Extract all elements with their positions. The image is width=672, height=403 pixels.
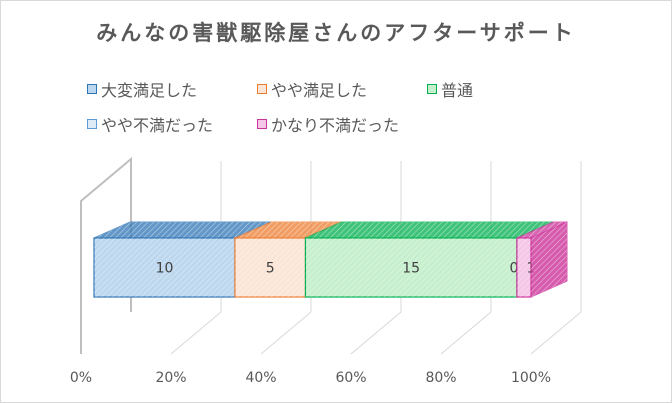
bar-top-hatch (94, 222, 271, 238)
bar-segment: 0 (509, 261, 518, 277)
bar-top-hatch (234, 222, 342, 238)
x-tick-label: 20% (155, 370, 186, 386)
bar-front-hatch (94, 238, 235, 297)
legend-item-somewhat-dissatisfied: やや不満だった (87, 112, 213, 136)
legend-item-very-satisfied: 大変満足した (87, 77, 197, 101)
legend-swatch (427, 84, 437, 94)
floor-gridline (350, 311, 402, 355)
legend-label: やや不満だった (101, 116, 214, 135)
data-label: 10 (156, 261, 174, 277)
bar-front-hatch (234, 238, 306, 297)
bar-end-hatch (531, 222, 567, 297)
floor-gridline (440, 311, 492, 355)
legend-item-somewhat-satisfied: やや満足した (257, 77, 367, 101)
x-tick-label: 80% (425, 370, 456, 386)
legend-swatch (87, 119, 97, 129)
x-axis-ticks: 0% 20% 40% 60% 80% 100% (70, 370, 551, 386)
bar-stack: 1051501 (93, 221, 568, 298)
x-tick-label: 40% (245, 370, 276, 386)
bar-top-hatch (305, 222, 553, 238)
legend-swatch (257, 119, 267, 129)
legend-label: かなり不満だった (271, 116, 400, 135)
chart-title: みんなの害獣駆除屋さんのアフターサポート (96, 21, 576, 45)
bar-segment: 10 (93, 221, 272, 298)
x-tick-label: 0% (70, 370, 92, 386)
legend-label: 大変満足した (101, 81, 198, 100)
x-tick-label: 100% (511, 370, 551, 386)
data-label: 0 (509, 261, 518, 277)
floor-gridline (530, 311, 582, 355)
legend-swatch (87, 84, 97, 94)
data-label: 5 (266, 261, 275, 277)
legend-item-very-dissatisfied: かなり不満だった (257, 112, 399, 136)
floor-gridline (260, 311, 312, 355)
legend-item-neutral: 普通 (427, 77, 473, 101)
legend-swatch (257, 84, 267, 94)
bar-front-hatch (305, 238, 517, 297)
bar-front-hatch (516, 238, 531, 297)
bar-segment: 15 (304, 221, 554, 298)
bar-top-hatch (516, 222, 567, 238)
floor-gridline (170, 311, 222, 355)
legend-label: 普通 (441, 81, 474, 100)
data-label: 15 (402, 261, 420, 277)
x-tick-label: 60% (335, 370, 366, 386)
legend-label: やや満足した (271, 81, 368, 100)
